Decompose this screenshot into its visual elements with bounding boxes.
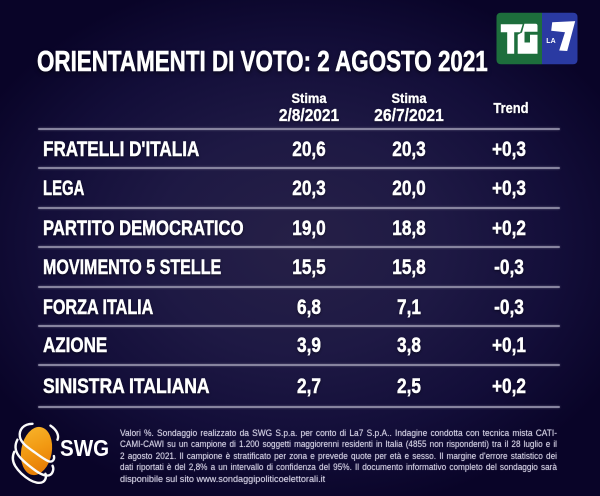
svg-text:LA: LA [546, 38, 555, 45]
